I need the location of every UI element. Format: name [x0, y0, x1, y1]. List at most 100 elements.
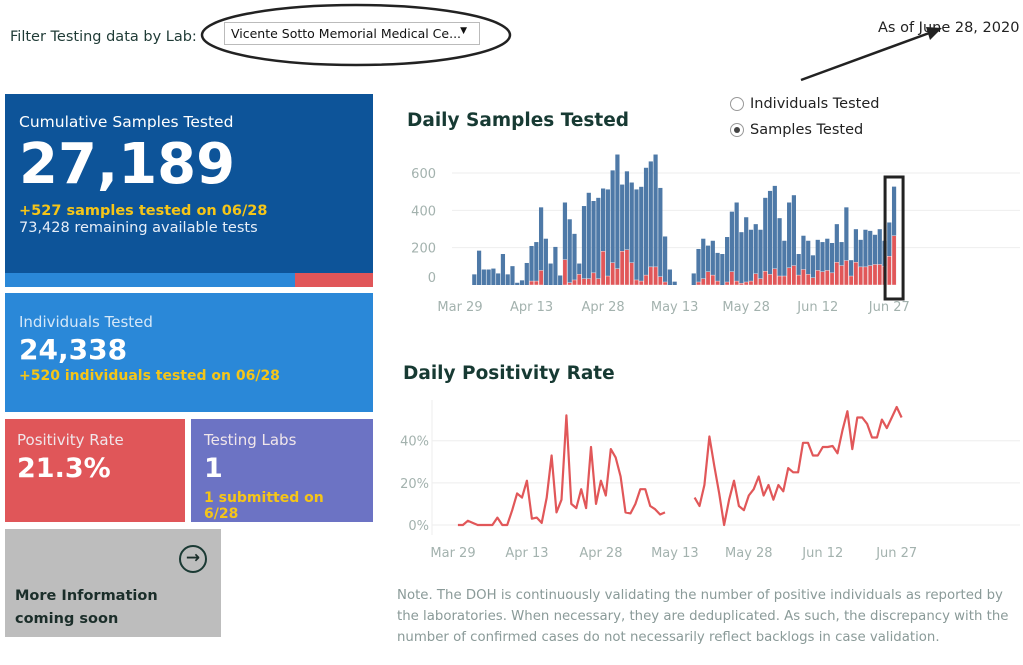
- bar-positive: [820, 271, 825, 286]
- filter-label: Filter Testing data by Lab:: [10, 29, 197, 45]
- bar-total: [634, 189, 639, 285]
- bar-positive: [624, 249, 630, 286]
- bar-total: [767, 190, 773, 285]
- bar-positive: [629, 262, 635, 286]
- more-info-subtitle: coming soon: [15, 611, 119, 627]
- bar-positive: [538, 270, 544, 286]
- radio-unchecked-icon[interactable]: [730, 97, 744, 111]
- highlight-box: [883, 175, 905, 301]
- card-title: Cumulative Samples Tested: [19, 113, 234, 131]
- bar-total: [844, 207, 849, 285]
- bar-total: [829, 243, 835, 285]
- bar-total: [610, 170, 615, 285]
- annotation-arrow-line: [800, 30, 933, 82]
- arrow-right-circle-icon[interactable]: →: [179, 545, 207, 573]
- x-tick-label: Apr 13: [505, 546, 548, 561]
- bar-total: [772, 185, 777, 285]
- radio-individuals-tested[interactable]: Individuals Tested: [730, 96, 879, 112]
- bar-total: [758, 229, 763, 285]
- card-remaining: 73,428 remaining available tests: [19, 220, 258, 236]
- more-information-card[interactable]: → More Information coming soon: [5, 529, 221, 637]
- bar-positive: [653, 266, 658, 286]
- bar-positive: [810, 277, 816, 286]
- cumulative-samples-card: Cumulative Samples Tested 27,189 +527 sa…: [5, 94, 373, 287]
- card-title: Individuals Tested: [19, 313, 153, 331]
- bar-positive: [848, 275, 854, 286]
- bar-total: [476, 250, 482, 285]
- card-value: 21.3%: [17, 453, 111, 484]
- bar-total: [820, 242, 825, 285]
- bar-total: [472, 274, 477, 285]
- bar-total: [543, 238, 548, 285]
- bar-total: [858, 239, 863, 285]
- x-tick-label: May 28: [722, 300, 770, 315]
- x-tick-label: Jun 27: [875, 546, 917, 561]
- bar-total: [481, 269, 486, 285]
- bar-positive: [638, 280, 644, 286]
- y-tick-label: 20%: [400, 477, 429, 492]
- bar-positive: [610, 262, 615, 286]
- bar-total: [558, 275, 563, 285]
- bar-total: [567, 219, 572, 285]
- bar-total: [524, 262, 529, 285]
- bar-total: [591, 201, 596, 285]
- bar-total: [663, 236, 668, 285]
- bar-total: [849, 260, 854, 285]
- bar-total: [763, 197, 768, 285]
- bar-total: [748, 229, 754, 285]
- capacity-bar: [5, 273, 373, 287]
- bar-total: [725, 237, 730, 285]
- bar-positive: [562, 259, 568, 286]
- bar-positive: [777, 275, 782, 286]
- bar-positive: [834, 262, 840, 286]
- x-tick-label: May 13: [651, 300, 699, 315]
- card-title: Testing Labs: [204, 431, 297, 449]
- bar-positive: [815, 270, 821, 286]
- bar-total: [729, 211, 734, 285]
- card-daily-change: +520 individuals tested on 06/28: [19, 368, 280, 384]
- x-tick-label: Jun 12: [801, 546, 843, 561]
- bar-total: [839, 242, 844, 285]
- bar-total: [887, 222, 892, 285]
- bar-positive: [844, 260, 849, 286]
- bar-total: [572, 233, 577, 285]
- lab-filter-value: Vicente Sotto Memorial Medical Ce...: [231, 26, 462, 41]
- more-info-title: More Information: [15, 588, 158, 604]
- bar-total: [605, 189, 610, 285]
- bar-total: [806, 240, 811, 285]
- bar-total: [872, 234, 878, 285]
- bar-positive: [867, 265, 873, 286]
- x-tick-label: Mar 29: [430, 546, 475, 561]
- bar-total: [701, 238, 706, 285]
- bar-total: [672, 281, 677, 285]
- bar-positive: [743, 281, 749, 286]
- bar-total: [500, 254, 506, 285]
- lab-filter-dropdown[interactable]: Vicente Sotto Memorial Medical Ce... ▼: [224, 22, 480, 45]
- bar-total: [791, 195, 796, 285]
- y-tick-label: 600: [411, 167, 436, 182]
- card-daily-change: 1 submitted on 6/28: [204, 490, 324, 522]
- bar-positive: [658, 276, 663, 286]
- bar-total: [553, 246, 558, 285]
- bar-total: [777, 218, 782, 285]
- bar-positive: [758, 278, 763, 286]
- capacity-remaining-fill: [295, 273, 373, 287]
- bar-total: [538, 207, 544, 285]
- bar-total: [653, 154, 658, 285]
- bar-positive: [891, 235, 897, 286]
- y-tick-label: 0%: [408, 519, 429, 534]
- card-value: 27,189: [19, 132, 236, 197]
- bar-positive: [782, 275, 787, 286]
- bar-positive: [796, 274, 801, 286]
- bar-total: [562, 202, 568, 285]
- bar-positive: [887, 256, 892, 286]
- x-tick-label: Jun 27: [868, 300, 910, 315]
- card-value: 24,338: [19, 333, 128, 366]
- bar-positive: [801, 269, 806, 286]
- radio-samples-tested[interactable]: Samples Tested: [730, 122, 863, 138]
- positivity-line: [457, 414, 666, 527]
- bar-positive: [753, 273, 759, 286]
- radio-checked-icon[interactable]: [730, 123, 744, 137]
- bar-positive: [705, 271, 711, 286]
- y-tick-label: 40%: [400, 435, 429, 450]
